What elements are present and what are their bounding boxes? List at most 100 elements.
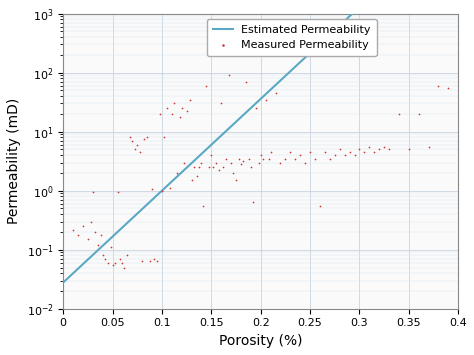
Measured Permeability (445, 85, 452, 91)
Measured Permeability (146, 258, 154, 264)
Measured Permeability (178, 105, 185, 111)
Measured Permeability (193, 173, 201, 179)
Measured Permeability (111, 260, 118, 266)
Measured Permeability (210, 164, 217, 170)
Measured Permeability (160, 135, 168, 140)
Measured Permeability (262, 97, 269, 102)
Measured Permeability (296, 152, 304, 158)
Measured Permeability (87, 219, 95, 224)
Measured Permeability (140, 136, 148, 142)
Measured Permeability (124, 253, 131, 258)
Measured Permeability (89, 189, 97, 195)
X-axis label: Porosity (%): Porosity (%) (219, 334, 302, 348)
Measured Permeability (346, 149, 353, 155)
Measured Permeability (405, 147, 412, 152)
Measured Permeability (219, 164, 227, 170)
Measured Permeability (225, 72, 233, 78)
Measured Permeability (425, 144, 432, 150)
Measured Permeability (380, 144, 388, 150)
Measured Permeability (200, 203, 207, 209)
Estimated Permeability (218, 134, 224, 138)
Measured Permeability (74, 232, 82, 237)
Measured Permeability (287, 149, 294, 155)
Measured Permeability (361, 149, 368, 155)
Measured Permeability (365, 144, 373, 150)
Measured Permeability (170, 100, 178, 106)
Measured Permeability (186, 97, 193, 102)
Measured Permeability (336, 147, 344, 152)
Measured Permeability (158, 188, 166, 193)
Estimated Permeability (344, 17, 349, 21)
Measured Permeability (127, 135, 134, 140)
Measured Permeability (247, 164, 255, 170)
Measured Permeability (173, 170, 181, 176)
Measured Permeability (385, 147, 393, 152)
Measured Permeability (321, 149, 328, 155)
Measured Permeability (222, 156, 230, 162)
Measured Permeability (94, 242, 101, 248)
Measured Permeability (206, 164, 213, 170)
Estimated Permeability (278, 78, 283, 82)
Measured Permeability (176, 114, 183, 119)
Measured Permeability (395, 111, 403, 117)
Measured Permeability (183, 109, 191, 114)
Measured Permeability (249, 199, 256, 204)
Measured Permeability (242, 79, 250, 84)
Measured Permeability (212, 160, 220, 165)
Line: Estimated Permeability: Estimated Permeability (64, 14, 352, 282)
Measured Permeability (265, 156, 273, 162)
Measured Permeability (218, 100, 225, 106)
Measured Permeability (163, 105, 171, 111)
Measured Permeability (229, 170, 237, 176)
Measured Permeability (435, 83, 442, 88)
Measured Permeability (267, 149, 274, 155)
Measured Permeability (84, 236, 91, 242)
Measured Permeability (259, 156, 266, 162)
Measured Permeability (237, 162, 245, 167)
Measured Permeability (190, 164, 197, 170)
Measured Permeability (415, 111, 422, 117)
Measured Permeability (245, 156, 253, 162)
Measured Permeability (198, 160, 205, 165)
Measured Permeability (311, 156, 319, 162)
Measured Permeability (202, 83, 210, 88)
Measured Permeability (150, 256, 158, 262)
Measured Permeability (91, 229, 99, 235)
Measured Permeability (272, 90, 279, 96)
Measured Permeability (208, 152, 215, 158)
Measured Permeability (128, 138, 136, 144)
Measured Permeability (188, 178, 195, 183)
Measured Permeability (351, 152, 358, 158)
Measured Permeability (239, 158, 247, 164)
Measured Permeability (138, 258, 146, 264)
Measured Permeability (153, 258, 161, 264)
Measured Permeability (375, 147, 383, 152)
Measured Permeability (326, 156, 334, 162)
Measured Permeability (168, 111, 176, 117)
Measured Permeability (228, 160, 235, 165)
Y-axis label: Permeability (mD): Permeability (mD) (7, 98, 21, 224)
Measured Permeability (235, 156, 243, 162)
Legend: Estimated Permeability, Measured Permeability: Estimated Permeability, Measured Permeab… (207, 19, 376, 56)
Measured Permeability (331, 152, 338, 158)
Measured Permeability (341, 152, 348, 158)
Measured Permeability (137, 149, 144, 155)
Estimated Permeability (104, 240, 109, 244)
Measured Permeability (252, 105, 260, 111)
Measured Permeability (371, 149, 378, 155)
Measured Permeability (101, 256, 109, 262)
Measured Permeability (306, 149, 314, 155)
Measured Permeability (216, 168, 223, 173)
Measured Permeability (356, 147, 363, 152)
Measured Permeability (257, 152, 264, 158)
Measured Permeability (118, 260, 126, 266)
Measured Permeability (143, 135, 151, 140)
Measured Permeability (121, 265, 128, 271)
Estimated Permeability (349, 12, 355, 16)
Measured Permeability (79, 223, 87, 229)
Measured Permeability (104, 260, 111, 266)
Measured Permeability (232, 178, 240, 183)
Measured Permeability (277, 160, 284, 165)
Measured Permeability (180, 160, 188, 165)
Measured Permeability (148, 187, 156, 192)
